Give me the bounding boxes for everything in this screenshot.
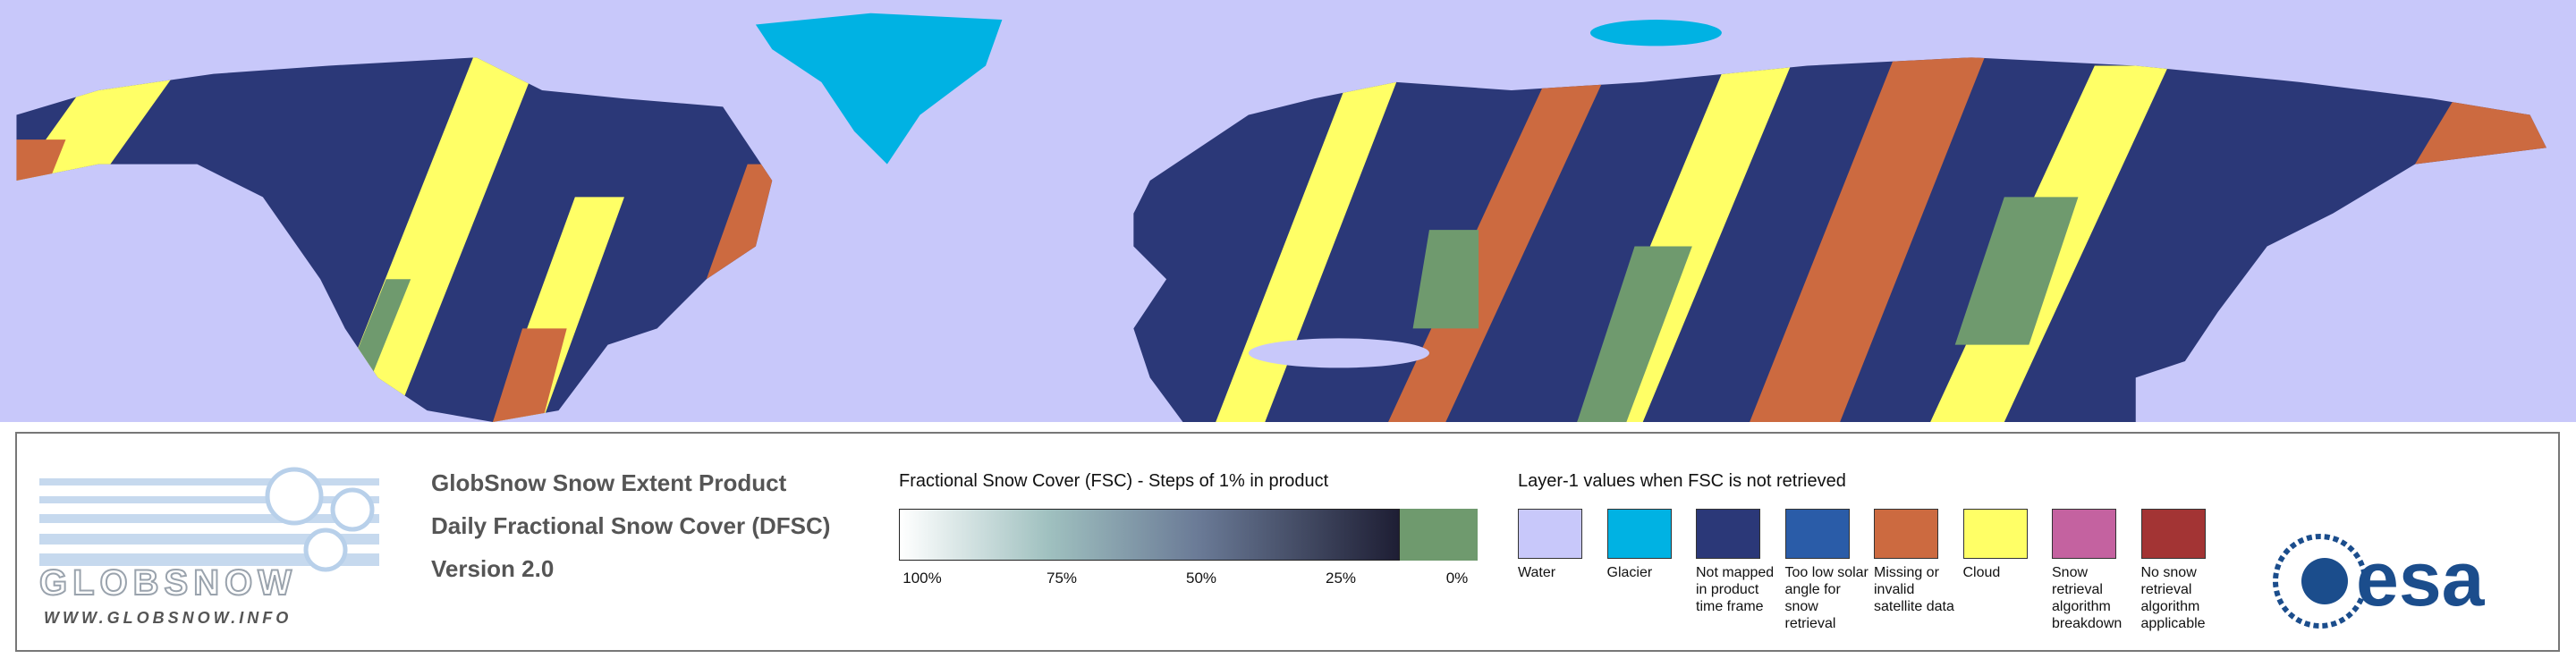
swatch (2140, 509, 2206, 559)
swatch-label: Missing or invalid satellite data (1874, 565, 1954, 614)
product-line: Version 2.0 (431, 555, 555, 582)
land (16, 57, 2546, 422)
fsc-label: 0% (1445, 570, 1469, 587)
swatch (1962, 509, 2028, 559)
fsc-zero (1400, 509, 1478, 561)
fsc-gradient (899, 509, 1400, 561)
swatch (1696, 509, 1760, 559)
svalbard-glacier (1589, 20, 1722, 46)
legend-panel: GLOBSNOW WWW.GLOBSNOW.INFO GlobSnow Snow… (15, 432, 2560, 652)
swatch (1518, 509, 1582, 559)
swatch (2052, 509, 2116, 559)
esa-logo: esa (2273, 534, 2486, 629)
esa-text: esa (2356, 536, 2486, 622)
swatch-label: No snow retrieval algorithm applicable (2140, 565, 2206, 631)
product-line: Daily Fractional Snow Cover (DFSC) (431, 512, 831, 539)
swatch (1606, 509, 1672, 559)
greenland (755, 13, 1003, 165)
logo-name: GLOBSNOW (39, 563, 297, 603)
logo-url: WWW.GLOBSNOW.INFO (44, 609, 292, 627)
fsc-label: 100% (902, 570, 942, 587)
fsc-label: 50% (1185, 570, 1217, 587)
product-line: GlobSnow Snow Extent Product (431, 469, 787, 496)
swatch (1784, 509, 1850, 559)
fsc-title: Fractional Snow Cover (FSC) - Steps of 1… (899, 471, 1329, 491)
globsnow-logo: GLOBSNOW WWW.GLOBSNOW.INFO (38, 467, 379, 627)
swatch-label: Glacier (1606, 565, 1653, 580)
swatch-label: Snow retrieval algorithm breakdown (2052, 565, 2123, 631)
snow-map (0, 0, 2576, 422)
fsc-label: 75% (1046, 570, 1078, 587)
mediterranean (1248, 338, 1429, 368)
layer1-title: Layer-1 values when FSC is not retrieved (1518, 471, 1846, 491)
swatch-label: Cloud (1962, 565, 2001, 580)
swatch-label: Not mapped in product time frame (1696, 565, 1775, 614)
fsc-label: 25% (1325, 570, 1357, 587)
swatch-label: Water (1518, 565, 1556, 580)
swatch-label: Too low solar angle for snow retrieval (1784, 565, 1868, 631)
swatch (1874, 509, 1938, 559)
